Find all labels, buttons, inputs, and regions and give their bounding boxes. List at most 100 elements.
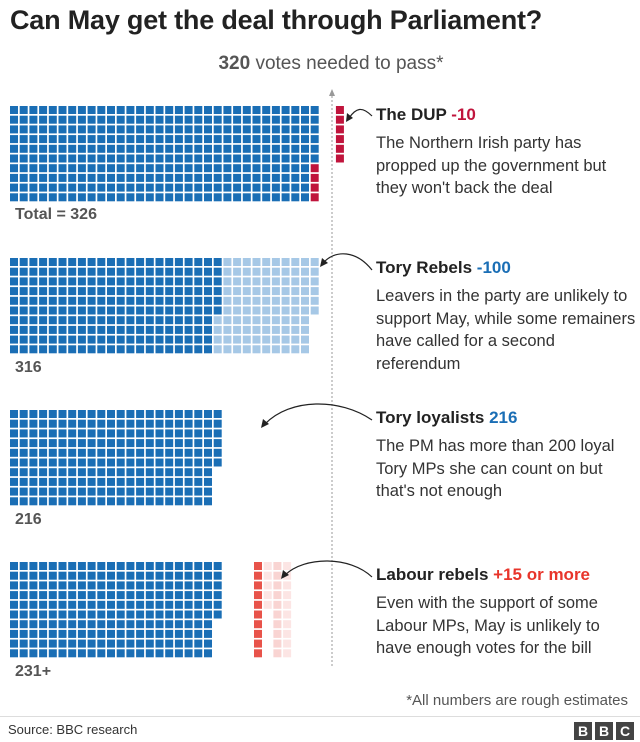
- tory-loyalist-square: [107, 345, 115, 354]
- tory-loyalist-square: [204, 277, 212, 286]
- tory-loyalist-square: [213, 439, 222, 448]
- tory-loyalist-square: [19, 468, 28, 477]
- tory-loyalist-square: [204, 620, 212, 629]
- tory-rebel-square: [271, 277, 280, 286]
- tory-loyalist-square: [10, 468, 18, 477]
- tory-loyalist-square: [165, 316, 174, 325]
- votes-needed-number: 320: [218, 53, 251, 74]
- source-text: Source: BBC research: [8, 722, 138, 737]
- annotation-labour-rebels: Labour rebels +15 or more Even with the …: [376, 565, 638, 660]
- tory-loyalist-square: [204, 468, 212, 477]
- tory-loyalist-square: [136, 448, 145, 457]
- tory-loyalist-square: [39, 639, 48, 648]
- tory-mp-square: [126, 125, 135, 134]
- tory-mp-square: [10, 115, 18, 124]
- tory-rebel-square: [223, 258, 232, 266]
- tory-loyalist-square: [97, 477, 106, 486]
- tory-loyalist-square: [116, 610, 125, 619]
- tory-loyalist-square: [10, 287, 18, 296]
- tory-rebel-square: [301, 325, 309, 334]
- labour-rebel-more-square: [273, 629, 282, 638]
- tory-loyalist-square: [174, 325, 183, 334]
- tory-mp-square: [48, 106, 57, 114]
- tory-loyalist-square: [155, 639, 164, 648]
- tory-loyalist-square: [194, 448, 203, 457]
- tory-mp-square: [29, 164, 38, 173]
- tory-loyalist-square: [155, 477, 164, 486]
- tory-mp-square: [242, 183, 251, 192]
- tory-loyalist-square: [48, 277, 57, 286]
- tory-loyalist-square: [155, 287, 164, 296]
- tory-loyalist-square: [136, 316, 145, 325]
- tory-mp-square: [155, 144, 164, 153]
- tory-loyalist-square: [194, 571, 203, 580]
- tory-loyalist-square: [39, 458, 48, 467]
- tory-loyalist-square: [184, 562, 193, 570]
- tory-loyalist-square: [39, 296, 48, 305]
- tory-loyalist-square: [155, 458, 164, 467]
- tory-loyalist-square: [10, 562, 18, 570]
- tory-loyalist-square: [126, 258, 135, 266]
- tory-loyalist-square: [107, 571, 115, 580]
- tory-loyalist-square: [39, 325, 48, 334]
- tory-mp-square: [155, 135, 164, 144]
- labour-rebel-square: [263, 581, 272, 590]
- tory-loyalist-square: [116, 477, 125, 486]
- labour-rebel-more-square: [273, 581, 282, 590]
- tory-mp-square: [10, 106, 18, 114]
- tory-loyalist-square: [68, 600, 77, 609]
- tory-loyalist-square: [184, 410, 193, 418]
- tory-loyalist-square: [39, 410, 48, 418]
- tory-rebel-square: [301, 306, 309, 315]
- tory-loyalist-square: [10, 649, 18, 658]
- tory-mp-square: [39, 164, 48, 173]
- tory-loyalist-square: [29, 620, 38, 629]
- tory-loyalist-square: [174, 458, 183, 467]
- tory-loyalist-square: [77, 448, 86, 457]
- tory-loyalist-square: [48, 468, 57, 477]
- tory-loyalist-square: [204, 571, 212, 580]
- tory-mp-square: [126, 115, 135, 124]
- labour-rebel-more-square: [283, 591, 292, 600]
- tory-loyalist-square: [136, 458, 145, 467]
- tory-rebel-square: [291, 306, 300, 315]
- tory-loyalist-square: [19, 649, 28, 658]
- tory-mp-square: [77, 115, 86, 124]
- tory-loyalist-square: [39, 277, 48, 286]
- tory-mp-square: [271, 106, 280, 114]
- tory-loyalist-square: [10, 571, 18, 580]
- tory-loyalist-square: [194, 345, 203, 354]
- tory-loyalist-square: [39, 345, 48, 354]
- tory-loyalist-square: [136, 562, 145, 570]
- tory-mp-square: [204, 135, 212, 144]
- tory-mp-square: [19, 173, 28, 182]
- tory-loyalist-square: [29, 591, 38, 600]
- tory-mp-square: [262, 115, 271, 124]
- tory-loyalist-square: [10, 277, 18, 286]
- tory-mp-square: [48, 144, 57, 153]
- tory-loyalist-square: [58, 591, 67, 600]
- tory-mp-square: [39, 193, 48, 202]
- tory-loyalist-square: [10, 335, 18, 344]
- tory-mp-square: [213, 173, 222, 182]
- labour-rebel-more-square: [273, 620, 282, 629]
- tory-loyalist-square: [77, 267, 86, 276]
- tory-loyalist-square: [165, 600, 174, 609]
- tory-rebel-square: [301, 316, 309, 325]
- tory-rebel-square: [233, 277, 242, 286]
- tory-loyalist-square: [204, 419, 212, 428]
- tory-mp-square: [252, 164, 261, 173]
- tory-loyalist-square: [97, 287, 106, 296]
- tory-mp-square: [281, 173, 290, 182]
- tory-loyalist-square: [87, 258, 96, 266]
- tory-loyalist-square: [58, 477, 67, 486]
- dup-mp-square: [335, 154, 344, 163]
- tory-loyalist-square: [29, 571, 38, 580]
- tory-mp-square: [145, 173, 154, 182]
- tory-rebel-square: [271, 258, 280, 266]
- tory-loyalist-square: [145, 439, 154, 448]
- tory-loyalist-square: [58, 581, 67, 590]
- labour-rebel-square: [254, 591, 262, 600]
- tory-loyalist-square: [58, 258, 67, 266]
- tory-loyalist-square: [194, 258, 203, 266]
